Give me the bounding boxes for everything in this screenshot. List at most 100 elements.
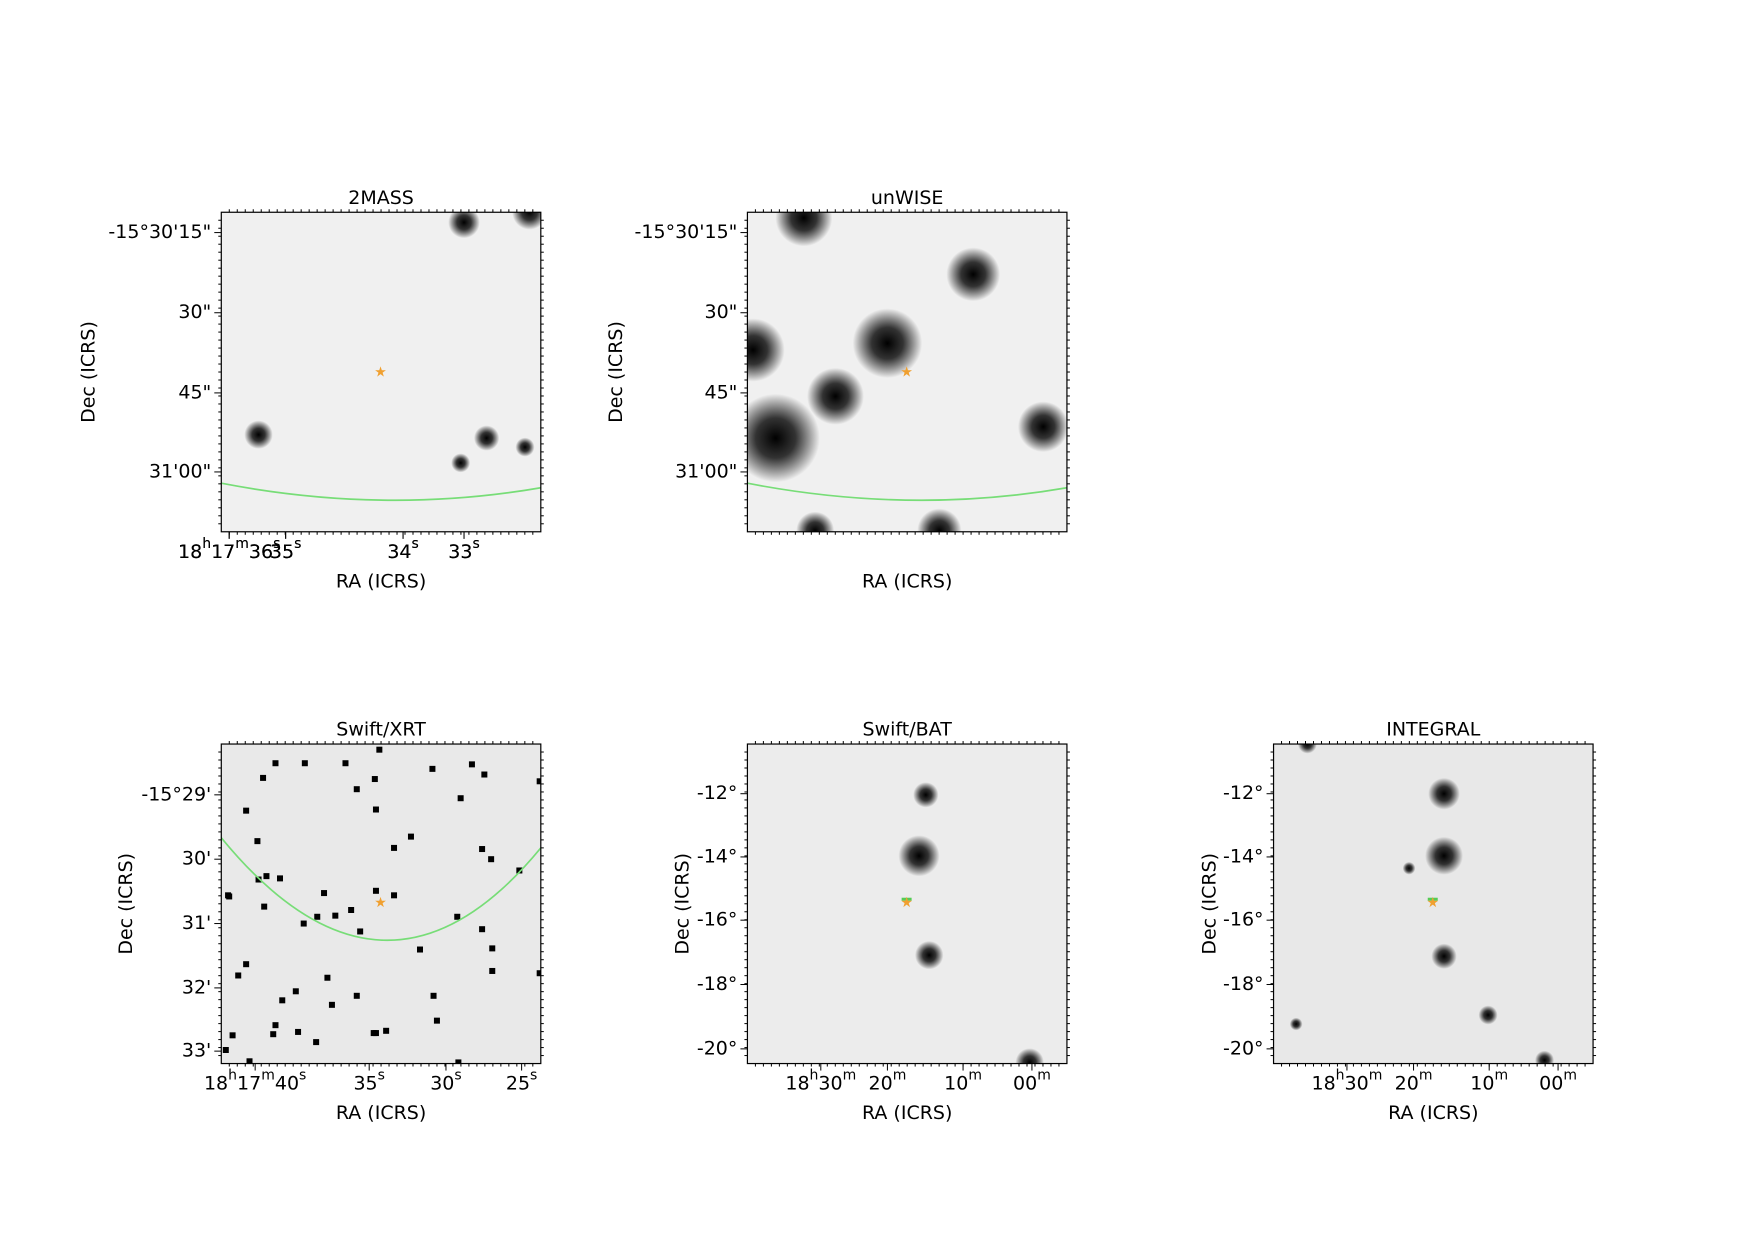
source-blob: [1297, 744, 1317, 754]
x-tick-label: 20m: [869, 1068, 907, 1095]
event-pixel: [272, 1022, 279, 1029]
event-pixel: [353, 786, 360, 793]
y-tick-label: -14°: [1223, 845, 1264, 867]
target-marker: ★: [374, 895, 387, 911]
event-pixel: [430, 992, 437, 999]
source-blob: [747, 318, 785, 382]
source-blob: [1289, 1017, 1303, 1031]
x-tick-label: 18h17m40s: [204, 1068, 306, 1095]
target-marker: ★: [374, 365, 387, 381]
event-pixel: [254, 838, 261, 845]
event-pixel: [454, 913, 461, 920]
y-tick-label: -16°: [697, 909, 738, 931]
y-axis-label: Dec (ICRS): [605, 321, 627, 423]
x-tick-label: 35s: [270, 536, 301, 563]
event-pixel: [332, 912, 339, 919]
source-blob: [1425, 836, 1463, 875]
panel: ★ Swift/XRT RA (ICRS) Dec (ICRS) 18h17m40s 35…: [115, 719, 544, 1124]
event-pixel: [353, 992, 360, 999]
y-tick-label: 31'00": [149, 460, 211, 482]
error-circle: [747, 482, 1067, 502]
y-axis-label: Dec (ICRS): [78, 321, 100, 423]
y-tick-label: -12°: [1223, 782, 1264, 804]
event-pixel: [260, 774, 267, 781]
y-tick-label: 45": [704, 381, 737, 403]
panel: ★ INTEGRAL RA (ICRS) Dec (ICRS) 18h30m 20m 10m…: [1199, 719, 1597, 1124]
sky-image: ★: [221, 212, 541, 657]
x-tick-label: 33s: [448, 536, 479, 563]
y-tick-label: 30': [182, 848, 211, 870]
event-pixel: [314, 913, 321, 920]
y-axis-label: Dec (ICRS): [115, 853, 137, 955]
event-pixel: [313, 1039, 320, 1046]
image-background: [747, 212, 1067, 532]
event-pixel: [391, 844, 398, 851]
image-background: [221, 744, 541, 1064]
x-tick-label: 18h17m36s: [178, 536, 280, 563]
y-tick-label: -20°: [697, 1037, 738, 1059]
x-tick-label: 10m: [944, 1068, 982, 1095]
source-blob: [510, 577, 526, 593]
source-blob: [244, 420, 273, 449]
source-blob: [946, 247, 1001, 302]
y-tick-label: 33': [182, 1040, 211, 1062]
event-pixel: [222, 1047, 229, 1053]
event-pixel: [433, 1017, 440, 1024]
source-blob: [796, 511, 835, 532]
source-blob: [451, 453, 471, 473]
x-tick-label: 10m: [1470, 1068, 1508, 1095]
event-pixel: [243, 961, 250, 968]
x-tick-label: 18h17m36s: [178, 536, 280, 563]
event-pixel: [301, 760, 308, 767]
y-tick-label: 30": [178, 301, 211, 323]
source-blob: [914, 940, 944, 970]
event-pixel: [235, 972, 242, 979]
x-tick-label: 00m: [1539, 1068, 1577, 1095]
source-blob: [807, 367, 864, 425]
y-tick-label: 45": [178, 381, 211, 403]
event-pixel: [417, 946, 423, 953]
event-pixel: [481, 771, 488, 778]
panel: ★ Swift/BAT RA (ICRS) Dec (ICRS) 18h30m 20m 10…: [671, 719, 1070, 1124]
y-tick-label: -15°30'15": [108, 221, 211, 243]
event-pixel: [488, 856, 495, 863]
y-tick-label: 31'00": [675, 460, 737, 482]
event-pixel: [489, 945, 496, 952]
y-axis-label: Dec (ICRS): [671, 853, 693, 955]
source-blob: [1431, 943, 1457, 969]
event-pixel: [457, 795, 464, 802]
y-tick-label: -20°: [1223, 1037, 1264, 1059]
source-blob: [461, 629, 489, 657]
sky-image: ★: [747, 212, 1067, 532]
event-pixel: [342, 760, 349, 767]
source-blob: [898, 835, 940, 877]
event-pixel: [270, 1031, 277, 1038]
sky-image: ★: [221, 744, 541, 1064]
source-blob: [913, 782, 939, 808]
y-tick-label: -12°: [697, 782, 738, 804]
target-marker: ★: [900, 895, 913, 911]
event-pixel: [479, 846, 486, 853]
event-pixel: [328, 1001, 335, 1008]
y-tick-label: 30": [704, 301, 737, 323]
x-tick-label: 35s: [353, 1068, 384, 1095]
panel-title: unWISE: [871, 187, 944, 209]
event-pixel: [516, 867, 523, 874]
y-tick-label: 32': [182, 976, 211, 998]
source-blob: [917, 508, 962, 532]
error-circle: [221, 837, 541, 942]
source-blob: [747, 393, 820, 483]
y-tick-label: -16°: [1223, 909, 1264, 931]
target-marker: ★: [1426, 895, 1439, 911]
event-pixel: [324, 974, 331, 981]
event-pixel: [429, 765, 436, 772]
y-axis-label: Dec (ICRS): [1199, 853, 1221, 955]
event-pixel: [295, 1028, 302, 1035]
y-tick-label: 31': [182, 912, 211, 934]
event-pixel: [489, 967, 496, 974]
source-blob: [852, 308, 923, 378]
x-axis-label: RA (ICRS): [862, 1102, 952, 1124]
x-tick-label: 18h30m: [785, 1068, 856, 1095]
panel-title: 2MASS: [348, 187, 414, 209]
